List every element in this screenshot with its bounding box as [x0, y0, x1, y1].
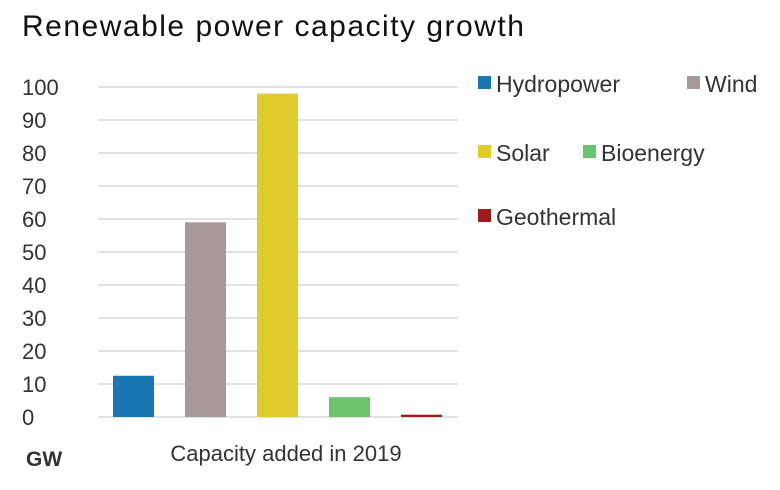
legend-swatch — [478, 209, 491, 222]
legend-item-hydropower: Hydropower — [478, 71, 620, 97]
y-tick-labels: 0 10 20 30 40 50 60 70 80 90 100 — [22, 75, 59, 430]
chart-title: Renewable power capacity growth — [22, 10, 525, 43]
legend: Hydropower Wind Solar Bioenergy Geothermal — [478, 71, 757, 230]
legend-item-geothermal: Geothermal — [478, 204, 616, 230]
legend-swatch — [687, 76, 700, 89]
bar-wind — [185, 222, 226, 417]
bars — [113, 93, 442, 417]
legend-label: Solar — [496, 140, 550, 166]
y-tick-label: 80 — [22, 141, 46, 166]
x-axis-label: Capacity added in 2019 — [170, 441, 401, 466]
bar-bioenergy — [329, 397, 370, 417]
legend-label: Hydropower — [496, 71, 620, 97]
y-tick-label: 0 — [22, 405, 34, 430]
legend-item-wind: Wind — [687, 71, 757, 97]
bar-hydropower — [113, 375, 154, 417]
legend-label: Bioenergy — [601, 140, 705, 166]
bar-solar — [257, 93, 298, 417]
bar-geothermal — [401, 414, 442, 417]
y-tick-label: 100 — [22, 75, 59, 100]
legend-swatch — [583, 145, 596, 158]
legend-swatch — [478, 76, 491, 89]
legend-item-bioenergy: Bioenergy — [583, 140, 705, 166]
y-tick-label: 60 — [22, 207, 46, 232]
unit-label: GW — [26, 448, 62, 471]
y-tick-label: 40 — [22, 273, 46, 298]
y-tick-label: 50 — [22, 240, 46, 265]
legend-label: Geothermal — [496, 204, 616, 230]
legend-item-solar: Solar — [478, 140, 550, 166]
y-tick-label: 90 — [22, 108, 46, 133]
y-tick-label: 70 — [22, 174, 46, 199]
legend-swatch — [478, 145, 491, 158]
y-tick-label: 20 — [22, 339, 46, 364]
y-tick-label: 30 — [22, 306, 46, 331]
legend-label: Wind — [705, 71, 757, 97]
y-tick-label: 10 — [22, 372, 46, 397]
